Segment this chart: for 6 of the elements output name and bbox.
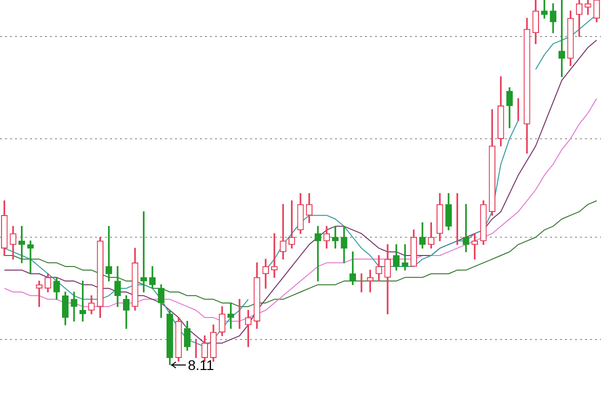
candlestick: [280, 204, 286, 260]
candlestick: [402, 244, 408, 270]
candlestick: [314, 226, 322, 282]
candlestick: [462, 204, 470, 252]
candlestick: [27, 240, 34, 274]
annotation: 8.11: [188, 356, 214, 373]
